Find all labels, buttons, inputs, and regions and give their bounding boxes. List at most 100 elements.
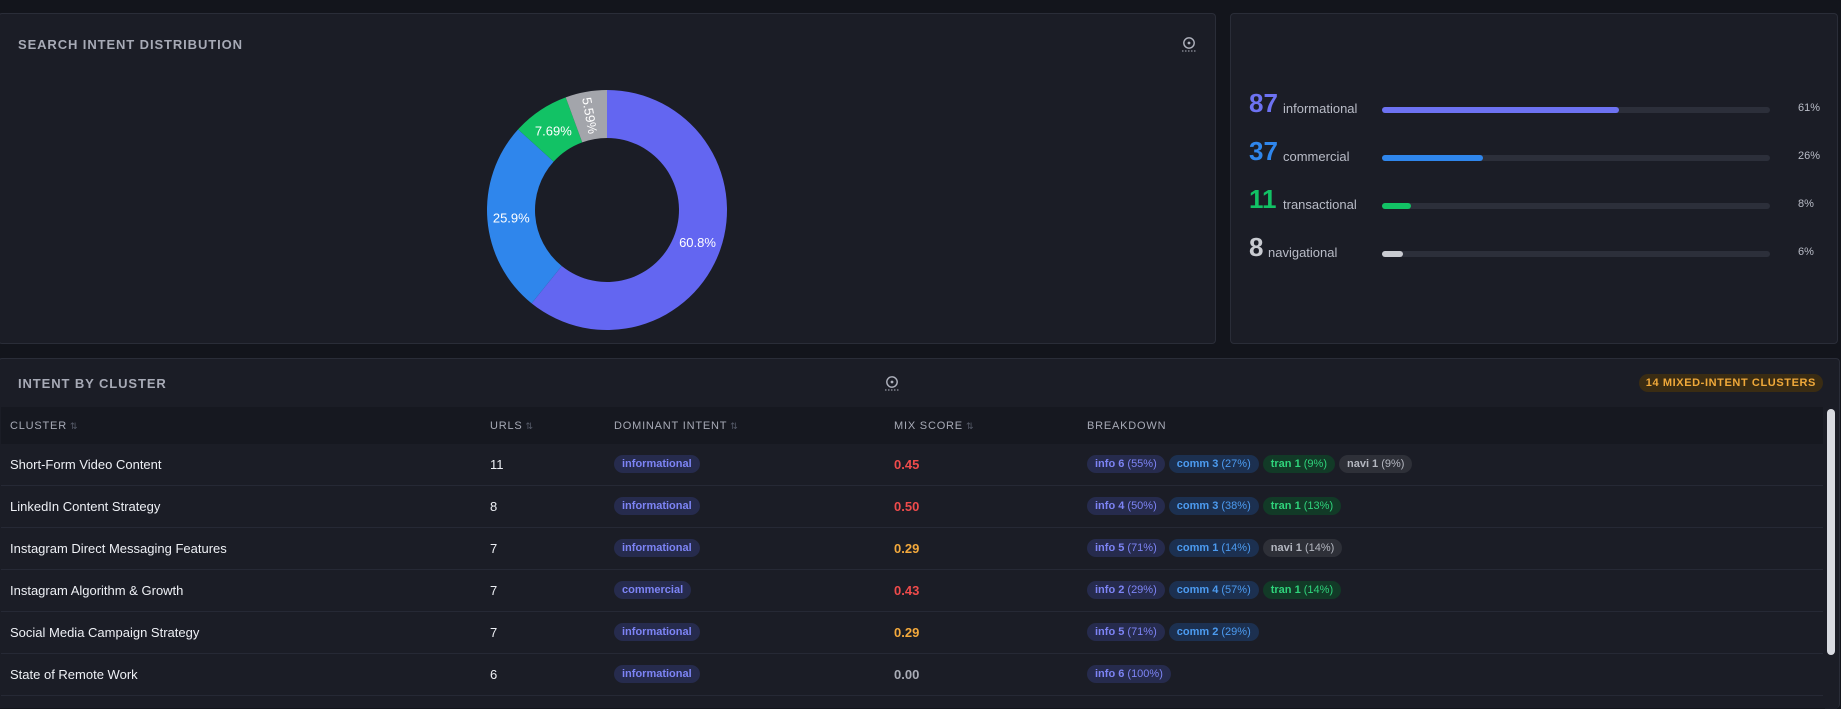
cluster-name[interactable]: Short-Form Video Content — [10, 457, 162, 472]
intent-count: 87 — [1249, 88, 1278, 118]
table-row[interactable]: Instagram Algorithm & Growth 7 commercial 0… — [1, 570, 1823, 612]
url-count: 11 — [490, 457, 504, 472]
column-header-breakdown: BREAKDOWN — [1087, 420, 1167, 432]
breakdown-chips: info 6 (100%) — [1087, 665, 1171, 683]
breakdown-chip-tran: tran 1 (13%) — [1262, 497, 1342, 515]
donut-slice-navigational[interactable] — [565, 90, 607, 143]
breakdown-chip-comm: comm 4 (57%) — [1168, 581, 1259, 599]
scrollbar-thumb[interactable] — [1827, 409, 1835, 655]
breakdown-chip-info: info 6 (55%) — [1087, 455, 1165, 473]
breakdown-chips: info 5 (71%) comm 2 (29%) — [1087, 623, 1259, 641]
mix-score: 0.29 — [894, 541, 920, 556]
intent-bar-fill — [1382, 251, 1404, 257]
summary-row-transactional: 11 transactional 8% — [1249, 184, 1829, 219]
panel-title: INTENT BY CLUSTER — [18, 376, 167, 391]
breakdown-chip-navi: navi 1 (9%) — [1338, 455, 1413, 473]
dominant-intent-pill: informational — [614, 623, 700, 641]
column-header-urls[interactable]: URLS ⇅ — [490, 420, 534, 432]
intent-percent: 26% — [1798, 150, 1821, 162]
table-row[interactable]: Short-Form Video Content 11 informational 0… — [1, 444, 1823, 486]
donut-slice-commercial[interactable] — [487, 129, 562, 304]
dominant-intent-pill: informational — [614, 665, 700, 683]
intent-bar-fill — [1382, 155, 1483, 161]
info-icon[interactable] — [1182, 36, 1196, 52]
dominant-intent-pill: informational — [614, 455, 700, 473]
dominant-intent-pill: informational — [614, 497, 700, 515]
breakdown-chip-info: info 4 (50%) — [1087, 497, 1165, 515]
dominant-intent-pill: informational — [614, 539, 700, 557]
mix-score: 0.50 — [894, 499, 920, 514]
mix-score: 0.43 — [894, 583, 920, 598]
intent-count: 8 — [1249, 232, 1264, 262]
cluster-name[interactable]: LinkedIn Content Strategy — [10, 499, 161, 514]
sort-icon: ⇅ — [69, 421, 79, 431]
breakdown-chip-comm: comm 1 (14%) — [1168, 539, 1259, 557]
dominant-intent-pill: commercial — [614, 581, 692, 599]
sort-icon: ⇅ — [965, 421, 975, 431]
url-count: 8 — [490, 499, 498, 514]
intent-percent: 8% — [1798, 198, 1814, 210]
panel-title: SEARCH INTENT DISTRIBUTION — [18, 37, 243, 52]
breakdown-chips: info 5 (71%) comm 1 (14%) navi 1 (14%) — [1087, 539, 1343, 557]
url-count: 7 — [490, 625, 498, 640]
table-row[interactable]: Instagram Direct Messaging Features 7 info… — [1, 528, 1823, 570]
summary-row-commercial: 37 commercial 26% — [1249, 136, 1829, 171]
breakdown-chips: info 2 (29%) comm 4 (57%) tran 1 (14%) — [1087, 581, 1342, 599]
sort-icon: ⇅ — [730, 421, 739, 431]
breakdown-chip-info: info 5 (71%) — [1087, 539, 1165, 557]
table-row[interactable]: Social Media Campaign Strategy 7 informati… — [1, 612, 1823, 654]
intent-percent: 6% — [1798, 246, 1814, 258]
donut-label-commercial: 25.9% — [493, 210, 530, 225]
donut-label-transactional: 7.69% — [535, 123, 572, 138]
summary-row-navigational: 8 navigational 6% — [1249, 232, 1829, 267]
intent-label: informational — [1283, 101, 1358, 116]
breakdown-chip-info: info 2 (29%) — [1087, 581, 1165, 599]
cluster-name[interactable]: State of Remote Work — [10, 667, 138, 682]
intent-label: transactional — [1283, 197, 1357, 212]
mixed-intent-badge: 14 MIXED-INTENT CLUSTERS — [1638, 374, 1823, 392]
cluster-name[interactable]: Instagram Direct Messaging Features — [10, 541, 227, 556]
breakdown-chip-comm: comm 2 (29%) — [1168, 623, 1259, 641]
intent-by-cluster-panel: INTENT BY CLUSTER 14 MIXED-INTENT CLUSTE… — [0, 358, 1840, 709]
breakdown-chip-comm: comm 3 (38%) — [1168, 497, 1259, 515]
intent-summary-panel: 87 informational 61% 37 commercial 26% 11 trans… — [1230, 13, 1838, 344]
intent-count: 11 — [1249, 184, 1277, 214]
column-header-dominant-intent[interactable]: DOMINANT INTENT ⇅ — [614, 420, 739, 432]
intent-bar-fill — [1382, 107, 1619, 113]
breakdown-chip-navi: navi 1 (14%) — [1262, 539, 1343, 557]
intent-count: 37 — [1249, 136, 1278, 166]
donut-slice-transactional[interactable] — [518, 97, 583, 162]
column-header-mix-score[interactable]: MIX SCORE ⇅ — [894, 420, 975, 432]
intent-bar-fill — [1382, 203, 1412, 209]
url-count: 7 — [490, 583, 498, 598]
sort-icon: ⇅ — [525, 421, 534, 431]
intent-bar-track — [1382, 155, 1770, 161]
breakdown-chip-tran: tran 1 (9%) — [1262, 455, 1335, 473]
info-icon[interactable] — [885, 375, 899, 391]
intent-percent: 61% — [1798, 102, 1821, 114]
cluster-name[interactable]: Instagram Algorithm & Growth — [10, 583, 184, 598]
intent-label: navigational — [1268, 245, 1338, 260]
table-row[interactable]: State of Remote Work 6 informational 0.00 in… — [1, 654, 1823, 696]
summary-row-informational: 87 informational 61% — [1249, 88, 1829, 123]
url-count: 6 — [490, 667, 498, 682]
donut-label-navigational: 5.59% — [579, 96, 600, 135]
donut-slice-informational[interactable] — [531, 90, 727, 331]
donut-chart: 60.8% 25.9% 7.69% 5.59% — [487, 90, 727, 331]
donut-label-informational: 60.8% — [679, 235, 716, 250]
breakdown-chips: info 6 (55%) comm 3 (27%) tran 1 (9%) navi … — [1087, 455, 1413, 473]
intent-bar-track — [1382, 203, 1770, 209]
cluster-name[interactable]: Social Media Campaign Strategy — [10, 625, 200, 640]
intent-bar-track — [1382, 251, 1770, 257]
intent-bar-track — [1382, 107, 1770, 113]
mix-score: 0.45 — [894, 457, 920, 472]
intent-label: commercial — [1283, 149, 1350, 164]
breakdown-chip-info: info 5 (71%) — [1087, 623, 1165, 641]
mix-score: 0.00 — [894, 667, 920, 682]
table-row[interactable]: LinkedIn Content Strategy 8 informational 0… — [1, 486, 1823, 528]
table-scrollbar[interactable] — [1825, 407, 1837, 709]
breakdown-chip-info: info 6 (100%) — [1087, 665, 1171, 683]
mix-score: 0.29 — [894, 625, 920, 640]
intent-distribution-panel: SEARCH INTENT DISTRIBUTION 60.8% 25.9% 7.6… — [0, 13, 1216, 344]
column-header-cluster[interactable]: CLUSTER ⇅ — [10, 420, 79, 432]
